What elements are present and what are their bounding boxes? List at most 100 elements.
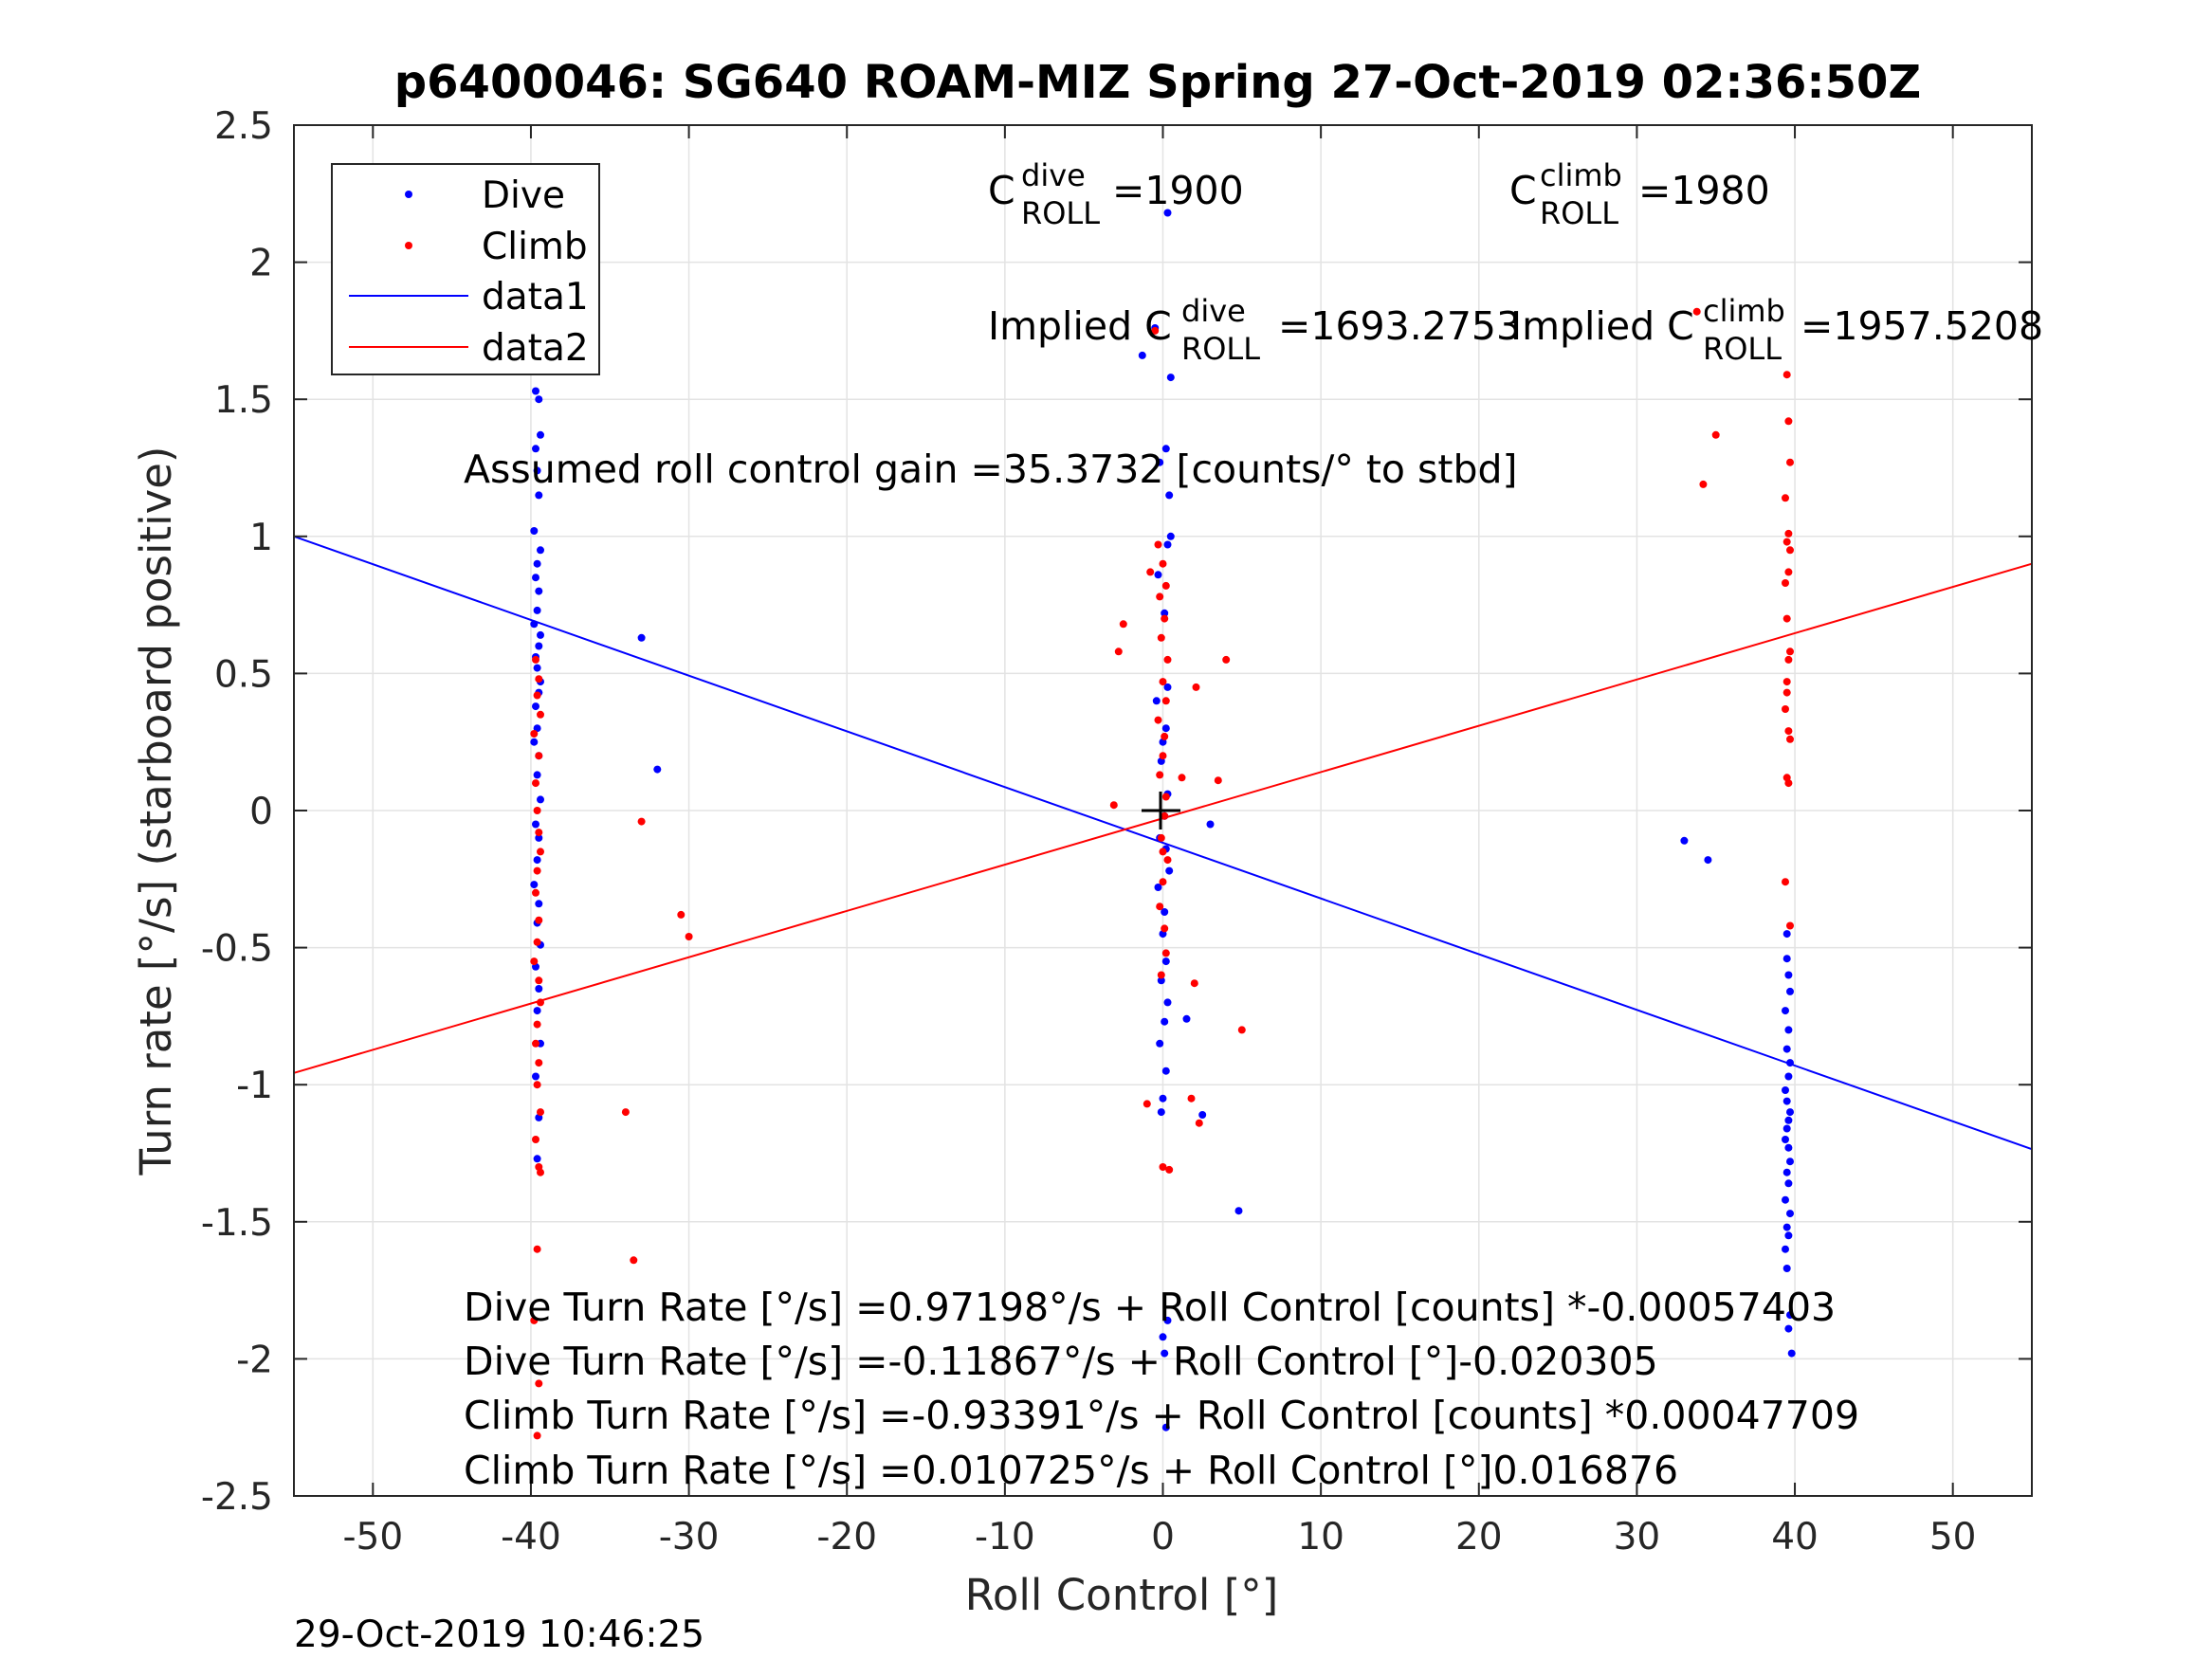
annotation-climb-fit-degrees: Climb Turn Rate [°/s] =0.010725°/s + Rol… (464, 1448, 1678, 1493)
point-climb (1161, 732, 1169, 740)
point-climb (1782, 878, 1789, 886)
point-dive (1787, 1349, 1796, 1358)
point-climb (1782, 538, 1791, 546)
point-dive (535, 833, 543, 842)
point-climb (1114, 647, 1123, 656)
point-climb (533, 691, 541, 700)
point-dive (532, 820, 539, 829)
point-climb (1237, 1026, 1246, 1034)
point-dive (1154, 884, 1162, 891)
point-climb (1782, 705, 1789, 713)
legend-label-data2: data2 (482, 327, 589, 370)
point-dive (653, 765, 662, 774)
point-climb (533, 807, 541, 814)
point-climb (630, 1256, 638, 1265)
point-dive (1680, 836, 1689, 845)
x-tick-label: 0 (1151, 1516, 1175, 1559)
point-climb (537, 1168, 544, 1176)
point-dive (1782, 1124, 1791, 1133)
origin-marker (1142, 792, 1180, 830)
point-climb (537, 710, 544, 719)
x-tick-label: 10 (1297, 1516, 1344, 1559)
point-dive (530, 620, 539, 629)
point-dive (1161, 609, 1169, 617)
point-dive (535, 587, 543, 595)
point-climb (1692, 307, 1701, 316)
point-climb (1161, 614, 1169, 623)
point-climb (1154, 540, 1162, 549)
point-dive (1163, 209, 1172, 217)
point-climb (1786, 921, 1794, 930)
fit-line-data1 (293, 535, 2033, 1151)
point-climb (532, 1136, 539, 1143)
point-climb (535, 675, 543, 684)
point-dive (1159, 1094, 1167, 1103)
point-climb (1784, 655, 1793, 664)
point-climb (535, 829, 543, 837)
point-dive (533, 466, 541, 475)
point-dive (1784, 1143, 1793, 1152)
point-dive (1786, 987, 1794, 995)
point-dive (1784, 1116, 1793, 1124)
point-dive (1782, 1086, 1789, 1094)
point-dive (1161, 1349, 1169, 1358)
point-climb (535, 916, 543, 924)
point-climb (1782, 494, 1789, 502)
point-climb (1782, 688, 1791, 697)
point-dive (532, 445, 539, 453)
point-climb (1782, 371, 1791, 379)
point-climb (1154, 716, 1162, 724)
point-climb (1157, 971, 1165, 979)
legend-box (331, 163, 600, 375)
point-dive (1786, 1158, 1794, 1166)
point-climb (532, 888, 539, 897)
point-dive (1782, 1195, 1789, 1204)
point-dive (1157, 1108, 1165, 1117)
point-climb (1163, 655, 1172, 664)
y-tick-label: -1.5 (201, 1202, 273, 1245)
point-dive (1166, 374, 1175, 382)
point-climb (1711, 430, 1720, 439)
point-climb (1782, 579, 1789, 587)
point-dive (1156, 458, 1164, 466)
y-axis-label: Turn rate [°/s] (starboard positive) (131, 447, 181, 1176)
point-dive (537, 795, 544, 804)
point-dive (535, 985, 543, 993)
x-tick-label: 20 (1455, 1516, 1503, 1559)
point-dive (535, 900, 543, 908)
point-climb (533, 1020, 541, 1029)
point-dive (533, 856, 541, 865)
legend: Dive Climb data1 data2 (331, 163, 600, 375)
point-climb (1159, 559, 1167, 568)
point-dive (1234, 1207, 1243, 1215)
y-tick-label: -1 (236, 1065, 273, 1107)
point-climb (1143, 1100, 1151, 1108)
point-climb (1161, 811, 1169, 820)
point-climb (1782, 614, 1791, 623)
point-dive (1784, 1179, 1793, 1188)
point-climb (685, 933, 693, 940)
point-dive (1161, 445, 1170, 453)
point-dive (1161, 1017, 1169, 1026)
x-tick-label: 30 (1614, 1516, 1661, 1559)
point-climb (1784, 779, 1793, 788)
point-dive (1161, 724, 1170, 733)
point-dive (1165, 866, 1174, 875)
point-climb (533, 866, 541, 875)
point-dive (1163, 998, 1172, 1007)
legend-label-data1: data1 (482, 276, 589, 319)
point-dive (1163, 540, 1172, 549)
point-climb (1222, 655, 1231, 664)
point-dive (1786, 1210, 1794, 1218)
point-dive (537, 430, 544, 439)
footer-timestamp: 29-Oct-2019 10:46:25 (294, 1613, 704, 1656)
point-climb (1159, 878, 1167, 886)
y-tick-label: -2 (236, 1339, 273, 1381)
point-climb (1109, 801, 1118, 810)
point-climb (1190, 979, 1198, 988)
point-climb (537, 1108, 544, 1117)
point-climb (1178, 774, 1186, 782)
point-climb (1159, 678, 1167, 686)
